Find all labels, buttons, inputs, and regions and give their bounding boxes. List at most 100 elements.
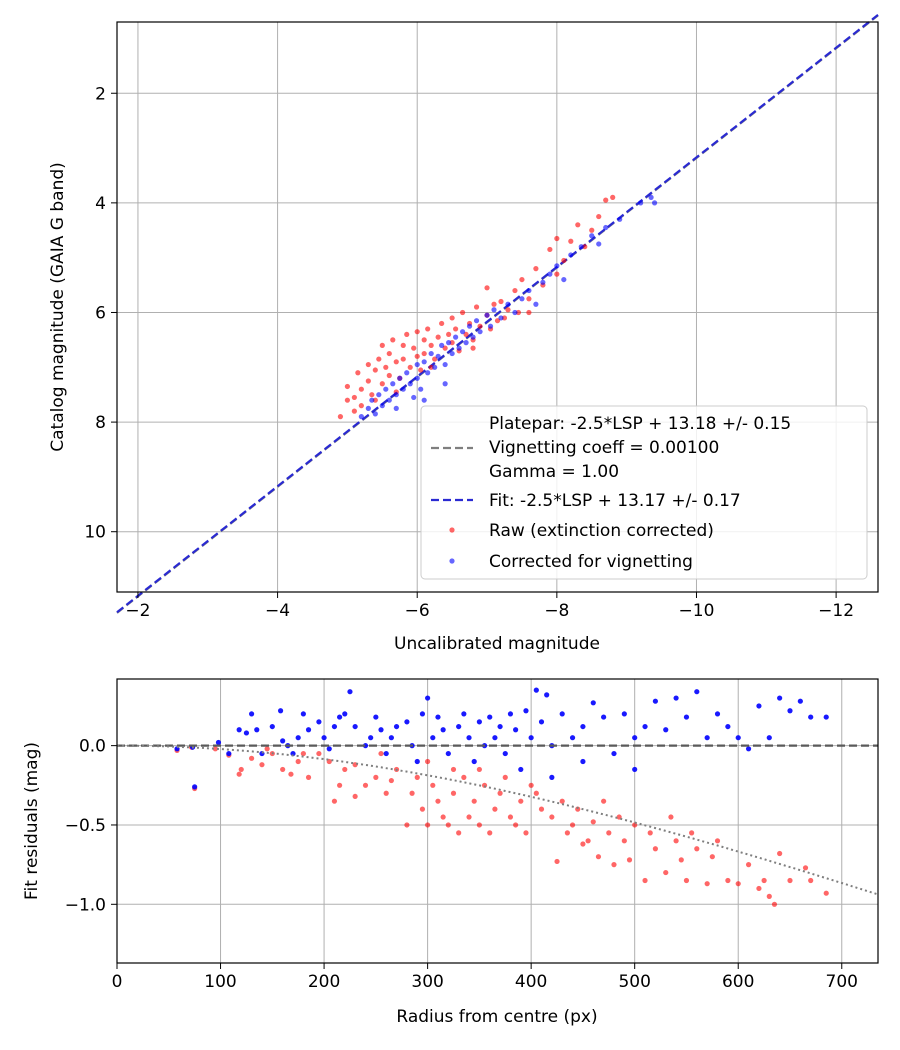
corrected-residual-point (368, 735, 374, 741)
raw-residual-point (378, 750, 384, 757)
corrected-point (617, 216, 623, 222)
corrected-residual-point (383, 750, 389, 757)
corrected-point (411, 394, 417, 401)
raw-point (400, 356, 406, 362)
corrected-residual-point (430, 735, 436, 741)
top-y-axis-label: Catalog magnitude (GAIA G band) (48, 162, 68, 452)
legend-platepar-label: Platepar: -2.5*LSP + 13.18 +/- 0.15 (489, 414, 791, 434)
raw-residual-point (440, 814, 446, 820)
corrected-point (383, 386, 389, 392)
raw-residual-point (771, 901, 778, 907)
legend: Platepar: -2.5*LSP + 13.18 +/- 0.15 Vign… (420, 405, 868, 580)
corrected-residual-point (445, 750, 451, 757)
raw-point (355, 370, 361, 376)
corrected-point (459, 329, 466, 335)
raw-point (491, 301, 497, 307)
corrected-residual-point (342, 711, 348, 717)
corrected-point (432, 364, 438, 370)
corrected-residual-point (331, 723, 338, 730)
raw-residual-point (694, 846, 700, 852)
corrected-residual-point (321, 735, 327, 741)
bottom-ticks: 0 100 200 300 400 500 600 700 0.0 −0.5 −1.0 (65, 737, 858, 992)
raw-residual-point (487, 830, 493, 836)
raw-residual-point (626, 857, 633, 863)
raw-residual-point (295, 758, 301, 765)
raw-residual-point (668, 814, 674, 820)
raw-point (421, 337, 427, 343)
raw-residual-point (337, 782, 343, 788)
bottom-panel: 0 100 200 300 400 500 600 700 0.0 −0.5 −1.0 Radius… (22, 678, 879, 1027)
corrected-residual-point (404, 719, 410, 725)
corrected-residual-point (388, 735, 394, 741)
raw-residual-point (288, 771, 294, 777)
raw-residual-point (725, 877, 731, 884)
raw-point (568, 238, 574, 244)
corrected-residual-point (326, 746, 332, 752)
raw-point (337, 414, 344, 420)
corrected-residual-point (642, 723, 648, 730)
raw-point (351, 408, 357, 414)
corrected-point (512, 309, 518, 316)
corrected-residual-point (533, 687, 539, 693)
corrected-residual-point (440, 727, 446, 733)
raw-residual-point (735, 881, 741, 887)
raw-point (358, 403, 364, 409)
raw-residual-point (425, 822, 431, 828)
corrected-residual-point (269, 723, 275, 730)
raw-point (407, 364, 413, 370)
corrected-residual-point (694, 689, 700, 695)
raw-point (414, 329, 420, 335)
corrected-residual-point (456, 723, 462, 730)
corrected-residual-point (797, 698, 803, 704)
legend-corrected-label: Corrected for vignetting (489, 552, 693, 572)
raw-point (446, 331, 452, 338)
raw-point (379, 342, 385, 348)
top-fit-line (116, 14, 879, 614)
top-scatter-points (337, 194, 658, 420)
raw-residual-point (585, 838, 591, 844)
raw-point (494, 318, 501, 324)
raw-point (449, 315, 455, 321)
bottom-x-tick-label: 200 (308, 972, 340, 992)
raw-residual-point (414, 774, 420, 780)
raw-point (421, 350, 427, 357)
raw-residual-point (683, 877, 690, 884)
corrected-residual-point (352, 723, 358, 730)
corrected-residual-point (507, 711, 514, 717)
raw-point (575, 222, 581, 228)
raw-residual-point (621, 838, 627, 844)
corrected-residual-point (756, 703, 762, 709)
raw-residual-point (456, 830, 462, 836)
raw-point (400, 342, 406, 348)
raw-residual-point (647, 830, 653, 836)
corrected-point (435, 353, 441, 359)
bottom-y-axis-label: Fit residuals (mag) (22, 742, 42, 900)
corrected-point (404, 370, 410, 376)
raw-point (470, 345, 476, 351)
corrected-residual-point (502, 750, 508, 757)
raw-residual-point (580, 841, 586, 847)
corrected-residual-point (808, 714, 814, 720)
top-y-tick-label: 10 (84, 523, 106, 543)
corrected-residual-point (580, 723, 586, 730)
bottom-x-tick-label: 600 (722, 972, 754, 992)
raw-residual-point (689, 830, 695, 836)
top-fit-lines (116, 14, 879, 614)
raw-point (589, 227, 595, 233)
raw-point (344, 383, 350, 390)
raw-residual-point (476, 822, 482, 828)
corrected-point (484, 312, 490, 318)
bottom-plot-area (117, 679, 878, 963)
corrected-point (487, 323, 494, 329)
raw-residual-point (383, 790, 389, 796)
corrected-residual-point (215, 739, 222, 746)
corrected-point (369, 397, 375, 403)
raw-point (386, 372, 392, 379)
corrected-point (453, 334, 459, 340)
corrected-residual-point (569, 735, 576, 741)
raw-residual-point (236, 771, 242, 777)
raw-residual-point (419, 806, 426, 812)
raw-point (432, 356, 438, 362)
raw-residual-point (425, 758, 431, 765)
